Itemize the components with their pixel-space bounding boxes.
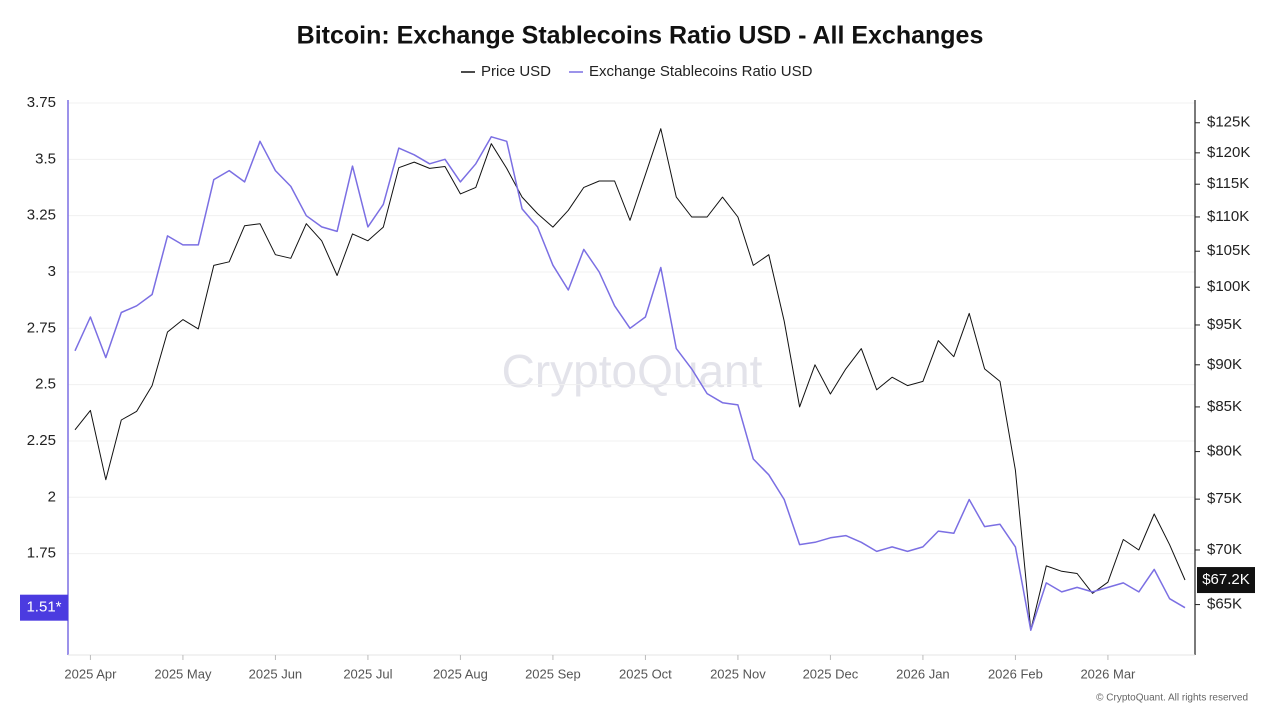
x-tick-label: 2026 Mar bbox=[1080, 666, 1136, 681]
x-tick-label: 2026 Feb bbox=[988, 666, 1043, 681]
x-tick-label: 2025 Aug bbox=[433, 666, 488, 681]
y-tick-label: 3.5 bbox=[35, 150, 56, 167]
x-tick-label: 2025 Jun bbox=[249, 666, 303, 681]
y2-tick-label: $125K bbox=[1207, 114, 1250, 131]
x-tick-label: 2025 Jul bbox=[343, 666, 392, 681]
y2-tick-label: $120K bbox=[1207, 144, 1250, 161]
y-tick-label: 2.25 bbox=[27, 432, 56, 449]
y2-tick-label: $95K bbox=[1207, 316, 1242, 333]
footer: © CryptoQuant. All rights reserved bbox=[1096, 693, 1248, 704]
x-tick-label: 2025 Dec bbox=[803, 666, 859, 681]
y2-tick-label: $110K bbox=[1207, 208, 1249, 225]
y2-tick-label: $75K bbox=[1207, 490, 1242, 507]
y2-tick-label: $70K bbox=[1207, 541, 1242, 558]
x-tick-label: 2025 Apr bbox=[64, 666, 117, 681]
y2-tick-label: $100K bbox=[1207, 278, 1250, 295]
last-value-badge bbox=[20, 594, 68, 621]
legend-label: Price USD bbox=[481, 63, 551, 80]
x-tick-label: 2025 Nov bbox=[710, 666, 766, 681]
chart-title: Bitcoin: Exchange Stablecoins Ratio USD … bbox=[297, 22, 984, 50]
y-tick-label: 2 bbox=[48, 488, 56, 505]
y2-tick-label: $105K bbox=[1207, 242, 1250, 259]
y-tick-label: 1.75 bbox=[27, 545, 56, 562]
x-tick-label: 2026 Jan bbox=[896, 666, 950, 681]
y2-tick-label: $90K bbox=[1207, 356, 1242, 373]
y-tick-label: 2.5 bbox=[35, 376, 56, 393]
y2-tick-label: $115K bbox=[1207, 175, 1249, 192]
y2-tick-label: $65K bbox=[1207, 596, 1242, 613]
x-tick-label: 2025 May bbox=[154, 666, 212, 681]
last-value-badge bbox=[1197, 567, 1255, 594]
legend-label: Exchange Stablecoins Ratio USD bbox=[589, 63, 813, 80]
y-tick-label: 2.75 bbox=[27, 319, 56, 336]
x-tick-label: 2025 Sep bbox=[525, 666, 581, 681]
last-value-label: $67.2K bbox=[1202, 571, 1250, 588]
series-line bbox=[74, 136, 1186, 631]
y-tick-label: 3.25 bbox=[27, 207, 56, 224]
watermark: CryptoQuant bbox=[502, 345, 763, 397]
last-value-label: 1.51* bbox=[26, 599, 61, 616]
y2-tick-label: $80K bbox=[1207, 443, 1242, 460]
y-tick-label: 3 bbox=[48, 263, 56, 280]
y-tick-label: 3.75 bbox=[27, 94, 56, 111]
series-line bbox=[74, 128, 1186, 631]
y2-tick-label: $85K bbox=[1207, 398, 1242, 415]
x-tick-label: 2025 Oct bbox=[619, 666, 672, 681]
